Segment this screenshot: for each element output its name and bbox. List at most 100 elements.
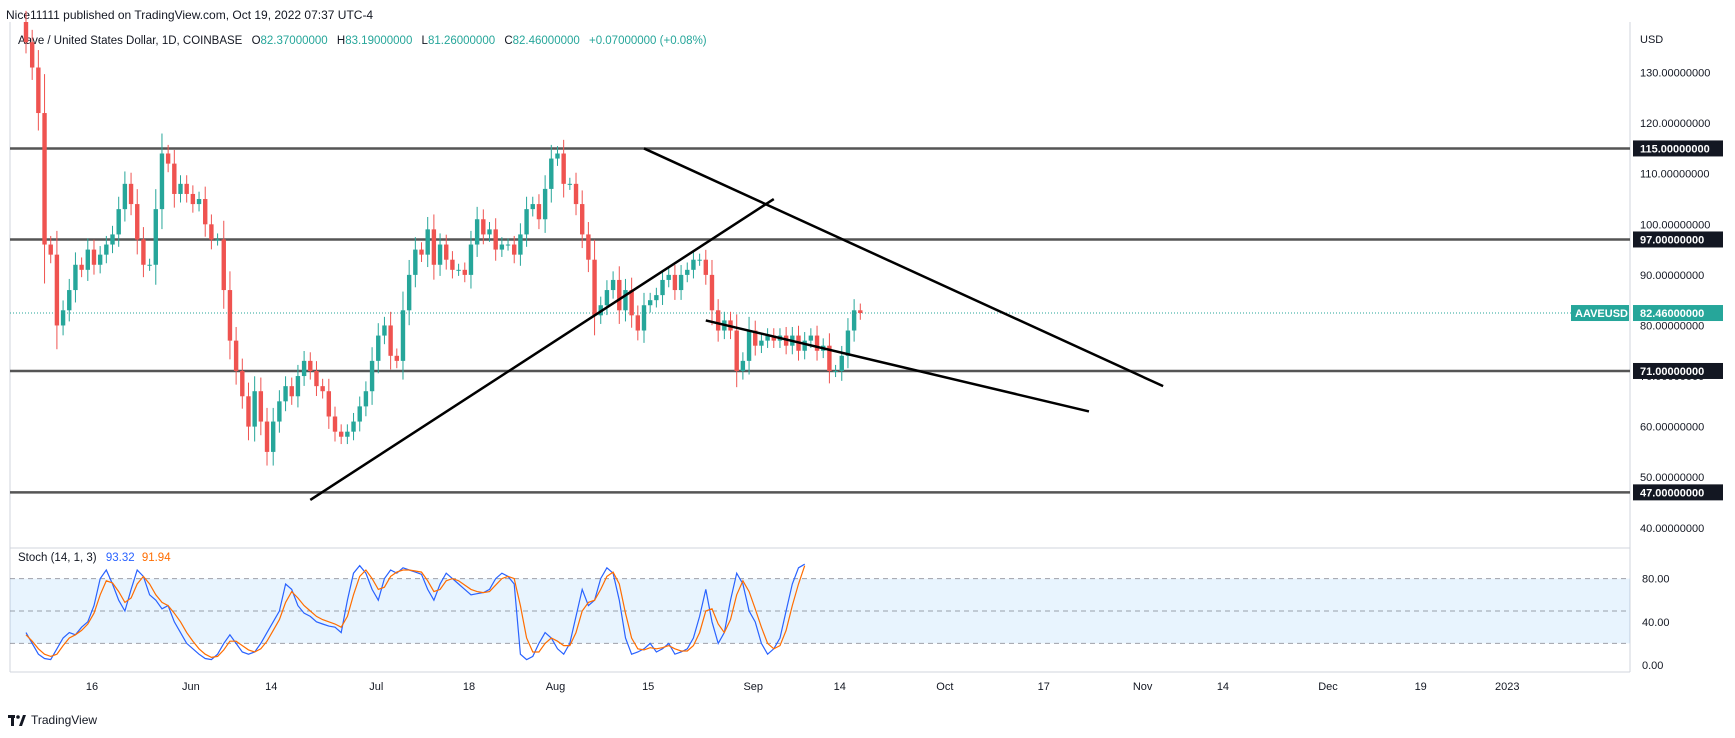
candle-body bbox=[85, 249, 90, 270]
candle-body bbox=[474, 219, 480, 245]
candle-body bbox=[332, 416, 338, 432]
candle-body bbox=[351, 421, 356, 432]
candle-body bbox=[808, 335, 814, 341]
candle-body bbox=[753, 330, 758, 346]
stoch-label: Stoch (14, 1, 3) bbox=[18, 552, 97, 564]
symbol-name: Aave / United States Dollar, 1D, COINBAS… bbox=[18, 35, 243, 47]
candle-body bbox=[147, 264, 152, 266]
candle-body bbox=[320, 386, 325, 392]
last-price-tag bbox=[1633, 305, 1723, 322]
level-tag-label: 97.00000000 bbox=[1640, 234, 1704, 246]
candle-body bbox=[536, 204, 542, 220]
candle-body bbox=[641, 305, 647, 331]
low-value: 81.26000000 bbox=[427, 35, 496, 47]
candle-body bbox=[468, 244, 474, 275]
candle-body bbox=[406, 274, 412, 311]
candle-body bbox=[110, 234, 115, 245]
candle-body bbox=[283, 386, 288, 402]
stoch-d-line bbox=[25, 565, 806, 659]
candle-body bbox=[29, 42, 35, 68]
brand-name: TradingView bbox=[31, 713, 98, 727]
time-tick-label: 14 bbox=[1217, 681, 1229, 693]
candle-body bbox=[827, 345, 832, 371]
publish-info: Nice11111 published on TradingView.com, … bbox=[6, 8, 374, 22]
time-tick-label: Sep bbox=[743, 681, 763, 693]
candle-body bbox=[573, 183, 579, 205]
level-tag bbox=[1633, 140, 1723, 157]
candle-body bbox=[326, 391, 332, 417]
level-tag-label: 115.00000000 bbox=[1640, 143, 1710, 155]
candle-body bbox=[122, 183, 128, 210]
currency-label: USD bbox=[1640, 34, 1663, 46]
change-value: +0.07000000 (+0.08%) bbox=[588, 35, 707, 47]
time-tick-label: Jul bbox=[369, 681, 383, 693]
candle-body bbox=[425, 229, 430, 255]
candle-body bbox=[740, 360, 746, 371]
candle-body bbox=[196, 199, 202, 205]
candle-body bbox=[672, 274, 678, 291]
candle-body bbox=[128, 183, 134, 205]
stoch-tick-label: 80.00 bbox=[1642, 574, 1670, 586]
candle-body bbox=[697, 259, 702, 261]
candle-body bbox=[388, 325, 393, 356]
candle-body bbox=[858, 310, 863, 314]
level-tag bbox=[1633, 484, 1723, 501]
candle-body bbox=[172, 163, 177, 194]
candle-body bbox=[301, 360, 307, 377]
candle-body bbox=[450, 259, 455, 270]
candle-body bbox=[165, 153, 171, 164]
candle-body bbox=[635, 315, 641, 331]
time-tick-label: Jun bbox=[182, 681, 200, 693]
candle-body bbox=[493, 229, 498, 250]
candle-body bbox=[97, 254, 103, 265]
candle-body bbox=[36, 67, 41, 114]
candle-body bbox=[184, 183, 189, 194]
candle-body bbox=[431, 229, 437, 265]
level-tag bbox=[1633, 231, 1723, 248]
stoch-tick-label: 0.00 bbox=[1642, 660, 1663, 672]
candle-body bbox=[555, 153, 560, 159]
price-tick-label: 130.00000000 bbox=[1640, 68, 1710, 80]
candle-body bbox=[802, 340, 807, 351]
close-label: C bbox=[504, 35, 513, 47]
candle-body bbox=[505, 244, 511, 246]
price-tick-label: 90.00000000 bbox=[1640, 270, 1704, 282]
candle-body bbox=[709, 274, 715, 311]
candle-body bbox=[444, 244, 449, 260]
candle-body bbox=[277, 401, 282, 422]
candle-body bbox=[73, 264, 78, 291]
time-tick-label: 18 bbox=[463, 681, 475, 693]
candle-body bbox=[833, 370, 838, 372]
candle-body bbox=[345, 431, 350, 437]
candle-body bbox=[734, 330, 739, 371]
candle-body bbox=[814, 335, 820, 351]
candle-body bbox=[678, 274, 684, 291]
level-tag bbox=[1633, 362, 1723, 379]
time-tick-label: 19 bbox=[1415, 681, 1427, 693]
candle-body bbox=[580, 204, 585, 235]
candle-body bbox=[610, 279, 616, 291]
candle-body bbox=[487, 229, 492, 235]
candle-body bbox=[308, 360, 313, 371]
open-value: 82.37000000 bbox=[260, 35, 328, 47]
candle-body bbox=[264, 421, 270, 452]
candle-body bbox=[629, 290, 634, 316]
last-price-tag-label: 82.46000000 bbox=[1640, 308, 1704, 320]
candle-body bbox=[42, 113, 47, 245]
candle-body bbox=[289, 386, 294, 397]
candle-body bbox=[215, 239, 220, 241]
candle-body bbox=[178, 183, 183, 194]
candle-body bbox=[592, 259, 597, 316]
price-tick-label: 110.00000000 bbox=[1640, 169, 1710, 181]
stoch-d-value: 91.94 bbox=[141, 552, 171, 564]
candle-body bbox=[48, 244, 53, 255]
time-tick-label: 16 bbox=[86, 681, 98, 693]
stoch-k-line bbox=[25, 563, 806, 661]
price-tick-label: 50.00000000 bbox=[1640, 472, 1704, 484]
candle-body bbox=[703, 259, 708, 275]
low-label: L bbox=[421, 35, 428, 47]
tradingview-logo-icon bbox=[8, 714, 26, 726]
candle-body bbox=[746, 330, 752, 361]
price-tick-label: 40.00000000 bbox=[1640, 523, 1704, 535]
